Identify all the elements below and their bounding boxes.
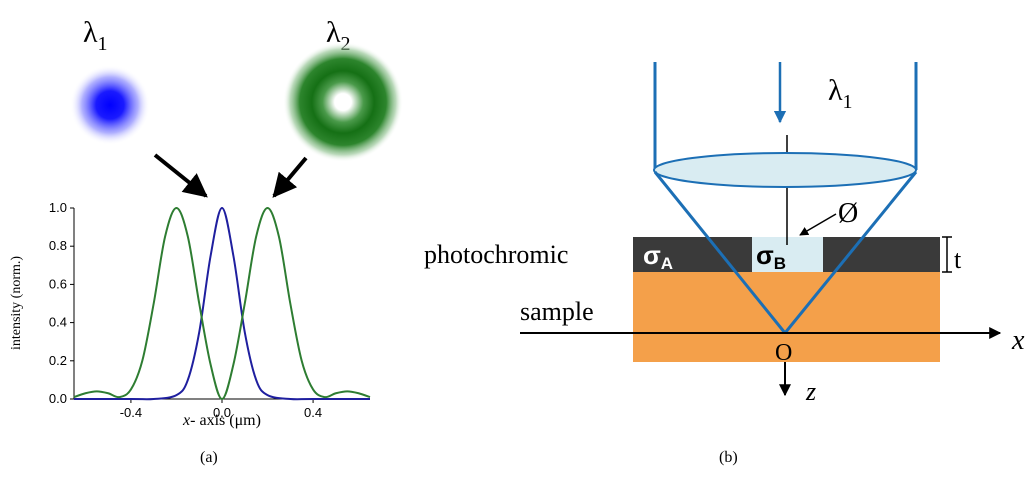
lambda1-b-label: λ1	[828, 74, 853, 113]
sample-label: sample	[520, 297, 594, 326]
green-spot-arrow	[272, 156, 308, 198]
sigma-b-subscript: B	[774, 254, 786, 273]
diameter-pointer-arrow	[799, 213, 837, 236]
z-axis-label-b: z	[805, 377, 816, 406]
panel-b: σA σB λ1 Ø photoc	[424, 62, 1025, 466]
x-axis-label-italic: x	[182, 412, 190, 429]
x-tick-label: 0.4	[304, 405, 322, 420]
lambda1-label: λ1	[83, 16, 108, 55]
y-tick-label: 0.6	[49, 276, 67, 291]
x-tick-label: 0.0	[213, 405, 231, 420]
lambda1-subscript: 1	[98, 33, 108, 55]
panel-a: λ1 λ2 0.00.20.40.60.81.0-0.40.00.4 inten…	[9, 16, 403, 466]
sigma-a-subscript: A	[661, 254, 673, 273]
x-axis-label-b: x	[1011, 325, 1025, 356]
thickness-label: t	[954, 245, 962, 274]
lambda1-symbol: λ	[83, 16, 98, 49]
blue-spot-arrow	[153, 153, 208, 198]
x-tick-label: -0.4	[120, 405, 142, 420]
lambda1-b-subscript: 1	[843, 91, 853, 113]
x-axis-label-rest: - axis (μm)	[190, 412, 261, 429]
sigma-a-label: σA	[643, 240, 673, 273]
lens	[653, 152, 917, 188]
caption-b: (b)	[719, 449, 738, 466]
photochromic-label: photochromic	[424, 240, 568, 269]
lambda2-symbol: λ	[326, 16, 341, 49]
green-intensity-curve	[73, 206, 371, 401]
y-tick-label: 0.4	[49, 315, 67, 330]
cone-left	[653, 171, 787, 334]
blue-gaussian-spot	[70, 65, 150, 145]
sigma-a-symbol: σ	[643, 240, 661, 270]
chart-lines	[73, 206, 371, 401]
y-axis-label: intensity (norm.)	[9, 256, 24, 350]
green-donut-spot	[283, 42, 403, 162]
thickness-bracket	[942, 236, 952, 273]
y-tick-label: 0.8	[49, 238, 67, 253]
lambda1-b-symbol: λ	[828, 74, 843, 107]
sigma-b-label: σB	[756, 240, 786, 273]
sigma-b-symbol: σ	[756, 240, 774, 270]
blue-intensity-curve	[73, 206, 370, 401]
cone-right	[783, 171, 918, 334]
y-tick-label: 0.0	[49, 391, 67, 406]
origin-label: O	[775, 340, 792, 366]
x-axis-label: x- axis (μm)	[182, 412, 261, 429]
caption-a: (a)	[200, 449, 218, 466]
diameter-label: Ø	[838, 198, 858, 229]
y-tick-label: 1.0	[49, 200, 67, 215]
y-tick-label: 0.2	[49, 353, 67, 368]
sample-block	[633, 272, 940, 362]
